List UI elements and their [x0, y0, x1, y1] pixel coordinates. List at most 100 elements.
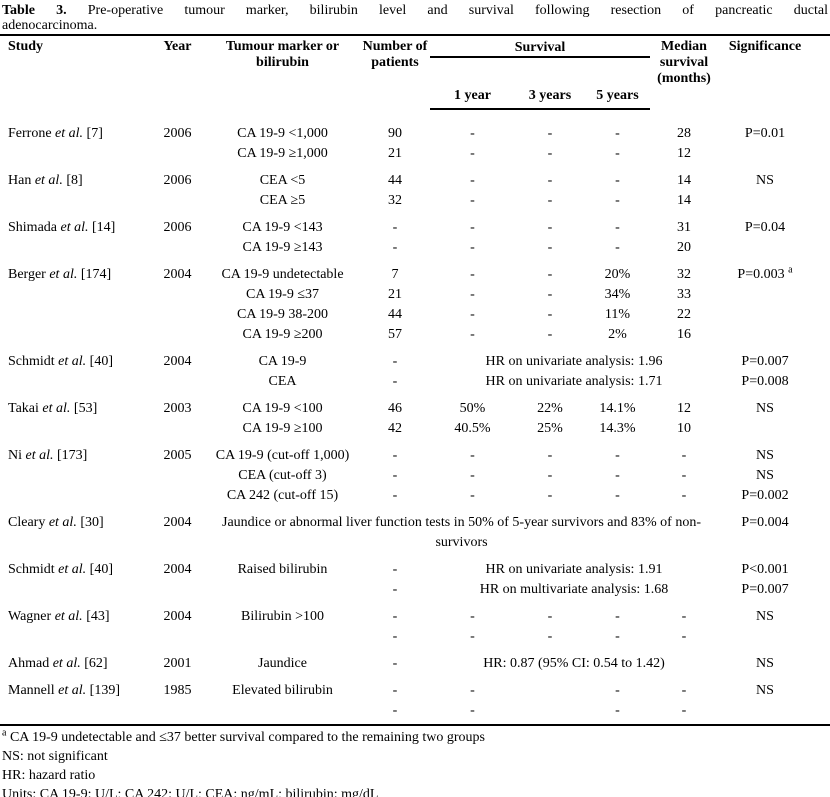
- header-year: Year: [163, 39, 192, 54]
- table-cell: Jaundice: [258, 656, 307, 671]
- table-row: CA 242 (cut-off 15) - - - - - P=0.002: [0, 486, 830, 506]
- footnote-line: HR: hazard ratio: [2, 768, 96, 783]
- table-cell: CA 242 (cut-off 15): [226, 488, 339, 503]
- table-cell: -: [547, 240, 553, 255]
- significance-cell: NS: [756, 656, 774, 671]
- table-cell: CA 19-9 38-200: [237, 307, 328, 322]
- header-survival-subheaders: 1 year 3 years 5 years: [430, 87, 650, 108]
- table-cell: CA 19-9 <100: [242, 401, 323, 416]
- study-name: Mannell et al. [139]: [8, 683, 120, 698]
- table-cell: 7: [391, 267, 399, 282]
- table-cell: -: [392, 562, 398, 577]
- table-cell: HR on univariate analysis: 1.71: [485, 374, 663, 389]
- table-cell: -: [470, 703, 475, 718]
- table-cell: CA 19-9 ≥200: [242, 327, 323, 342]
- table-cell: -: [470, 468, 475, 483]
- table-row: Shimada et al. [14] 2006 CA 19-9 <143 - - - - 3…: [0, 218, 830, 238]
- significance-cell: NS: [756, 683, 774, 698]
- header-marker: Tumour marker or bilirubin: [225, 39, 340, 70]
- table-cell: -: [392, 703, 398, 718]
- table-cell: 32: [677, 267, 691, 282]
- table-cell: -: [547, 146, 553, 161]
- table-cell: -: [547, 629, 553, 644]
- table-cell: -: [615, 488, 620, 503]
- table-cell: -: [615, 193, 620, 208]
- table-cell: -: [470, 629, 475, 644]
- study-name: Ferrone et al. [7]: [8, 126, 103, 141]
- table-cell: -: [547, 220, 553, 235]
- caption-line2: adenocarcinoma.: [2, 18, 98, 33]
- header-median: Median survival (months): [657, 39, 711, 86]
- table-cell: -: [615, 126, 620, 141]
- table-cell: -: [547, 267, 553, 282]
- table-row: Takai et al. [53] 2003 CA 19-9 <100 46 50% 22…: [0, 399, 830, 419]
- table-cell: -: [547, 126, 553, 141]
- table-cell: -: [615, 173, 620, 188]
- table-cell: CA 19-9 ≥143: [242, 240, 323, 255]
- table-row: CA 19-9 38-200 44 - - 11% 22: [0, 305, 830, 325]
- significance-cell: NS: [756, 448, 774, 463]
- table-row: CA 19-9 ≥143 - - - - 20: [0, 238, 830, 258]
- table-cell: Raised bilirubin: [237, 562, 328, 577]
- table-cell: CEA: [268, 374, 297, 389]
- significance-cell: P=0.007: [741, 582, 789, 597]
- table-cell: 11%: [604, 307, 631, 322]
- table-caption: Table 3. Pre-operative tumour marker, bi…: [0, 0, 830, 34]
- table-cell: -: [615, 240, 620, 255]
- table-row: CA 19-9 ≤37 21 - - 34% 33: [0, 285, 830, 305]
- table-cell: CEA ≥5: [259, 193, 306, 208]
- table-cell: -: [392, 656, 398, 671]
- caption-line1: Table 3. Pre-operative tumour marker, bi…: [2, 3, 828, 18]
- table-cell: 42: [388, 421, 402, 436]
- header-study: Study: [8, 39, 44, 54]
- table-body: Ferrone et al. [7] 2006 CA 19-9 <1,000 90 - -…: [0, 110, 830, 721]
- table-cell: 90: [388, 126, 402, 141]
- table-cell: 14: [677, 173, 691, 188]
- table-row: CA 19-9 ≥100 42 40.5% 25% 14.3% 10: [0, 419, 830, 439]
- table-cell: -: [615, 703, 620, 718]
- table-cell: -: [470, 287, 475, 302]
- footnote-line: Units: CA 19-9: U/L; CA 242: U/L; CEA: n…: [2, 787, 379, 797]
- table-header: Study Year Tumour marker or bilirubin Nu…: [0, 34, 830, 110]
- table-cell: -: [470, 126, 475, 141]
- footnote-line: NS: not significant: [2, 749, 108, 764]
- bottom-rule: [0, 724, 830, 726]
- table-row: Schmidt et al. [40] 2004 CA 19-9 - HR on uni…: [0, 352, 830, 372]
- table-cell: CA 19-9 undetectable: [221, 267, 344, 282]
- caption-label: Table 3.: [2, 3, 67, 18]
- table-cell: -: [681, 703, 687, 718]
- table-cell: 44: [388, 307, 402, 322]
- table-cell: -: [392, 609, 398, 624]
- table-cell: -: [470, 307, 475, 322]
- study-name: Berger et al. [174]: [8, 267, 112, 282]
- study-name: Schmidt et al. [40]: [8, 562, 113, 577]
- table-row: Ferrone et al. [7] 2006 CA 19-9 <1,000 90 - -…: [0, 124, 830, 144]
- table-cell: -: [470, 609, 475, 624]
- year-cell: 2006: [163, 220, 192, 235]
- table-cell: -: [470, 683, 475, 698]
- table-cell: -: [470, 488, 475, 503]
- significance-cell: P=0.003 a: [737, 264, 793, 282]
- table-cell: CA 19-9 ≥1,000: [237, 146, 328, 161]
- table-cell: 50%: [459, 401, 486, 416]
- table-cell: 31: [677, 220, 691, 235]
- table-cell: 20%: [604, 267, 631, 282]
- table-cell: 32: [388, 193, 402, 208]
- table-cell: -: [470, 220, 475, 235]
- table-cell: -: [547, 609, 553, 624]
- significance-cell: P=0.004: [741, 515, 789, 530]
- table-cell: HR on multivariate analysis: 1.68: [479, 582, 669, 597]
- caption-text: Pre-operative tumour marker, bilirubin l…: [66, 3, 828, 18]
- table-cell: -: [392, 374, 398, 389]
- table-cell: 44: [388, 173, 402, 188]
- significance-cell: NS: [756, 401, 774, 416]
- table-cell: 28: [677, 126, 691, 141]
- study-name: Shimada et al. [14]: [8, 220, 116, 235]
- table-row: Berger et al. [174] 2004 CA 19-9 undetecta…: [0, 265, 830, 285]
- significance-cell: NS: [756, 173, 774, 188]
- table-cell: 57: [388, 327, 402, 342]
- year-cell: 1985: [163, 683, 192, 698]
- study-name: Han et al. [8]: [8, 173, 83, 188]
- footnote-line: a CA 19-9 undetectable and ≤37 better su…: [2, 727, 485, 745]
